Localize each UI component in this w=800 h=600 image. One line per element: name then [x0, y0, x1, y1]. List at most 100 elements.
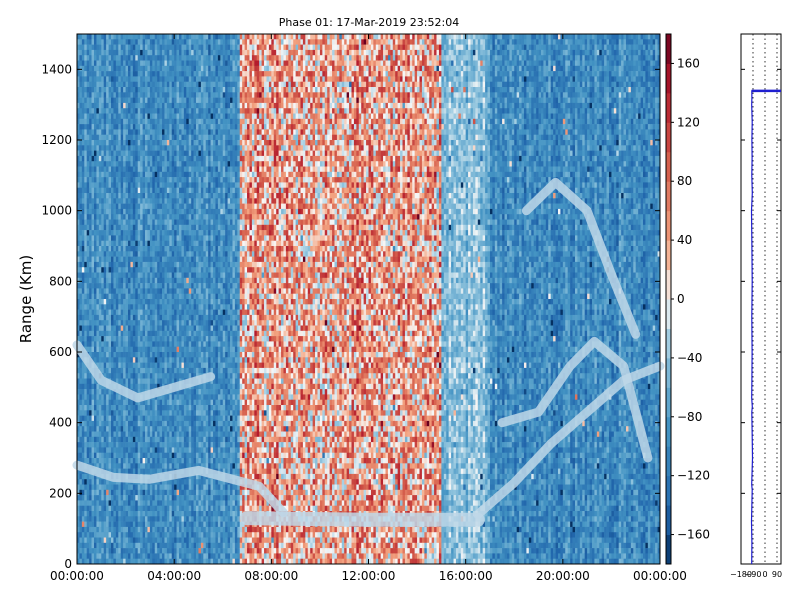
heatmap-cell: [101, 119, 104, 125]
heatmap-cell: [92, 379, 95, 385]
heatmap-cell: [89, 310, 92, 316]
heatmap-cell: [96, 394, 99, 400]
heatmap-cell: [109, 336, 112, 342]
heatmap-cell: [109, 140, 112, 146]
heatmap-cell: [82, 235, 85, 241]
heatmap-cell: [92, 506, 95, 512]
heatmap-cell: [92, 257, 95, 263]
heatmap-cell: [99, 262, 102, 268]
heatmap-cell: [118, 379, 121, 385]
heatmap-cell: [116, 177, 119, 183]
heatmap-cell: [121, 103, 124, 109]
heatmap-cell: [106, 198, 109, 204]
heatmap-cell: [109, 352, 112, 358]
heatmap-cell: [89, 283, 92, 289]
heatmap-cell: [111, 458, 114, 464]
heatmap-cell: [99, 188, 102, 194]
heatmap-cell: [94, 453, 97, 459]
heatmap-cell: [96, 331, 99, 337]
heatmap-cell: [94, 500, 97, 506]
heatmap-cell: [87, 384, 90, 390]
heatmap-cell: [84, 98, 87, 104]
heatmap-cell: [121, 61, 124, 67]
heatmap-cell: [94, 71, 97, 77]
heatmap-cell: [116, 182, 119, 188]
heatmap-cell: [104, 500, 107, 506]
heatmap-cell: [92, 103, 95, 109]
heatmap-cell: [118, 129, 121, 135]
heatmap-cell: [116, 241, 119, 247]
heatmap-cell: [116, 193, 119, 199]
heatmap-cell: [106, 532, 109, 538]
heatmap-cell: [99, 283, 102, 289]
heatmap-cell: [87, 92, 90, 98]
heatmap-cell: [116, 432, 119, 438]
heatmap-cell: [101, 538, 104, 544]
heatmap-cell: [87, 103, 90, 109]
heatmap-cell: [84, 50, 87, 56]
heatmap-cell: [121, 45, 124, 51]
heatmap-cell: [84, 384, 87, 390]
heatmap-cell: [96, 34, 99, 40]
heatmap-cell: [118, 326, 121, 332]
heatmap-cell: [99, 310, 102, 316]
heatmap-cell: [94, 511, 97, 517]
heatmap-cell: [111, 225, 114, 231]
heatmap-cell: [82, 204, 85, 210]
heatmap-cell: [87, 516, 90, 522]
heatmap-cell: [118, 400, 121, 406]
heatmap-cell: [121, 347, 124, 353]
heatmap-cell: [113, 220, 116, 226]
heatmap-cell: [116, 273, 119, 279]
heatmap-cell: [116, 453, 119, 459]
heatmap-cell: [116, 66, 119, 72]
heatmap-cell: [79, 167, 82, 173]
heatmap-cell: [84, 283, 87, 289]
heatmap-cell: [113, 400, 116, 406]
heatmap-cell: [111, 182, 114, 188]
heatmap-cell: [106, 506, 109, 512]
heatmap-cell: [106, 114, 109, 120]
heatmap-cell: [99, 235, 102, 241]
heatmap-cell: [106, 241, 109, 247]
heatmap-cell: [113, 230, 116, 236]
heatmap-cell: [118, 225, 121, 231]
heatmap-cell: [113, 548, 116, 554]
heatmap-cell: [109, 437, 112, 443]
heatmap-cell: [113, 485, 116, 491]
heatmap-cell: [118, 553, 121, 559]
heatmap-cell: [106, 103, 109, 109]
heatmap-cell: [116, 368, 119, 374]
heatmap-cell: [116, 135, 119, 141]
heatmap-cell: [92, 55, 95, 61]
heatmap-cell: [89, 389, 92, 395]
heatmap-cell: [109, 495, 112, 501]
heatmap-cell: [106, 543, 109, 549]
heatmap-cell: [82, 50, 85, 56]
heatmap-cell: [101, 34, 104, 40]
heatmap-cell: [106, 363, 109, 369]
heatmap-cell: [99, 326, 102, 332]
heatmap-cell: [109, 463, 112, 469]
heatmap-cell: [106, 294, 109, 300]
heatmap-cell: [116, 251, 119, 257]
heatmap-cell: [113, 140, 116, 146]
heatmap-cell: [82, 336, 85, 342]
heatmap-cell: [82, 522, 85, 528]
heatmap-cell: [94, 145, 97, 151]
heatmap-cell: [79, 61, 82, 67]
heatmap-cell: [96, 326, 99, 332]
heatmap-cell: [79, 45, 82, 51]
heatmap-cell: [99, 495, 102, 501]
heatmap-cell: [111, 341, 114, 347]
heatmap-cell: [109, 50, 112, 56]
heatmap-cell: [94, 45, 97, 51]
heatmap-cell: [96, 485, 99, 491]
heatmap-cell: [113, 124, 116, 130]
heatmap-cell: [84, 145, 87, 151]
heatmap-cell: [121, 220, 124, 226]
heatmap-cell: [99, 527, 102, 533]
heatmap-cell: [96, 193, 99, 199]
heatmap-cell: [87, 506, 90, 512]
heatmap-cell: [118, 188, 121, 194]
